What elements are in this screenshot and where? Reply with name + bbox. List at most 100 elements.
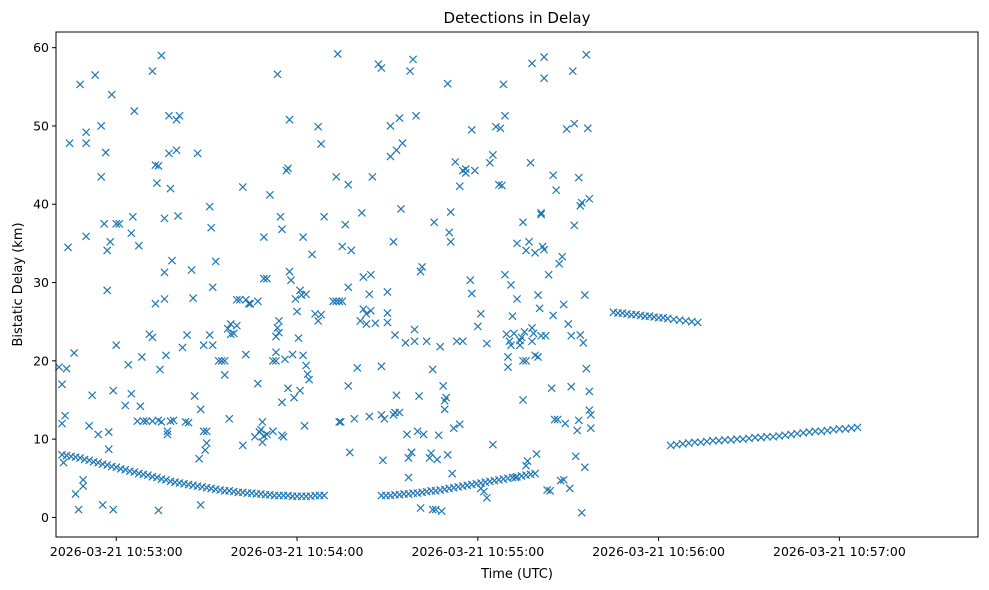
data-point-marker <box>124 360 133 369</box>
data-point-marker <box>314 316 323 325</box>
data-point-marker <box>461 168 470 177</box>
data-point-marker <box>437 507 446 516</box>
data-point-marker <box>567 382 576 391</box>
data-point-marker <box>61 411 70 420</box>
data-point-marker <box>336 417 345 426</box>
data-point-marker <box>100 219 109 228</box>
x-tick-label: 2026-03-21 10:55:00 <box>411 544 544 559</box>
data-point-marker <box>64 243 73 252</box>
data-point-marker <box>466 276 475 285</box>
data-point-marker <box>290 393 299 402</box>
data-point-marker <box>374 60 383 69</box>
data-point-marker <box>523 457 532 466</box>
data-point-marker <box>377 362 386 371</box>
data-point-marker <box>276 212 285 221</box>
data-point-marker <box>506 341 515 350</box>
y-axis-label: Bistatic Delay (km) <box>11 222 26 346</box>
data-point-marker <box>522 356 531 365</box>
data-point-marker <box>582 364 591 373</box>
data-point-marker <box>136 402 145 411</box>
data-point-marker <box>378 456 387 465</box>
data-point-marker <box>285 115 294 124</box>
data-point-marker <box>244 299 253 308</box>
data-point-marker <box>157 417 166 426</box>
data-point-marker <box>104 428 113 437</box>
data-point-marker <box>238 182 247 192</box>
data-point-marker <box>555 259 564 268</box>
data-point-marker <box>561 419 570 428</box>
data-point-marker <box>546 486 555 495</box>
data-point-marker <box>163 430 172 439</box>
y-tick-label: 0 <box>41 510 49 525</box>
data-point-marker <box>488 150 497 159</box>
data-point-marker <box>214 356 223 365</box>
data-point-marker <box>85 456 94 465</box>
data-point-marker <box>345 448 354 457</box>
data-point-marker <box>383 318 392 327</box>
data-point-marker <box>109 505 118 514</box>
data-point-marker <box>404 473 413 482</box>
data-point-marker <box>580 463 589 472</box>
data-point-marker <box>279 432 288 441</box>
data-point-marker <box>693 318 702 327</box>
data-point-marker <box>232 295 241 304</box>
data-point-marker <box>332 172 341 181</box>
data-point-marker <box>291 294 300 304</box>
data-point-marker <box>380 414 389 423</box>
data-point-marker <box>103 286 112 295</box>
data-point-marker <box>88 391 97 400</box>
data-point-marker <box>506 280 515 289</box>
data-point-marker <box>553 415 562 424</box>
data-point-marker <box>439 381 448 390</box>
data-point-marker <box>271 348 280 357</box>
data-point-marker <box>160 294 169 304</box>
data-point-marker <box>574 173 583 182</box>
data-point-marker <box>434 431 443 440</box>
data-point-marker <box>479 487 488 496</box>
data-point-marker <box>371 319 380 328</box>
data-point-marker <box>190 392 199 401</box>
data-point-marker <box>344 381 353 390</box>
data-point-marker <box>585 194 594 203</box>
data-point-marker <box>262 274 271 283</box>
data-point-marker <box>567 331 576 340</box>
data-point-marker <box>357 208 366 217</box>
data-point-marker <box>296 386 305 395</box>
data-point-marker <box>458 337 467 346</box>
data-point-marker <box>280 355 290 364</box>
data-point-marker <box>148 333 157 342</box>
y-tick-label: 10 <box>33 432 49 447</box>
data-point-marker <box>362 320 371 329</box>
data-point-marker <box>97 172 106 181</box>
data-point-marker <box>205 202 214 211</box>
data-point-marker <box>455 182 464 191</box>
data-point-marker <box>586 424 595 433</box>
data-point-marker <box>181 417 190 426</box>
data-point-marker <box>383 309 392 318</box>
data-point-marker <box>302 361 311 370</box>
data-point-marker <box>220 370 229 379</box>
data-point-marker <box>246 299 255 308</box>
data-point-marker <box>112 463 121 472</box>
data-point-marker <box>167 256 177 265</box>
data-point-marker <box>166 184 175 193</box>
data-point-marker <box>577 198 586 207</box>
data-point-marker <box>467 125 476 134</box>
data-point-marker <box>579 338 588 347</box>
data-point-marker <box>461 164 470 174</box>
data-point-marker <box>377 410 386 419</box>
data-point-marker <box>571 452 580 461</box>
data-point-marker <box>59 458 68 467</box>
data-point-marker <box>101 148 110 157</box>
data-point-marker <box>238 441 247 450</box>
data-point-marker <box>160 214 169 223</box>
data-point-marker <box>97 121 106 130</box>
data-point-marker <box>404 453 413 462</box>
data-point-marker <box>121 401 130 410</box>
data-point-marker <box>273 323 282 332</box>
data-point-marker <box>473 322 482 331</box>
data-point-marker <box>271 356 280 365</box>
data-point-marker <box>344 180 353 189</box>
data-point-marker <box>534 291 543 300</box>
